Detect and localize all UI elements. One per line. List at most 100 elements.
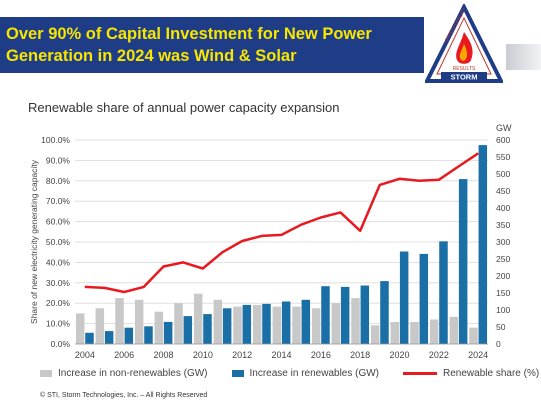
bar-renewables xyxy=(419,253,429,344)
y-tick-label: 0.0% xyxy=(51,339,71,349)
bar-non-renewables xyxy=(429,319,439,344)
bar-non-renewables xyxy=(115,298,124,344)
axes: 0.0% 10.0% 20.0% 30.0% 40.0% 50.0% 60.0% 70.0% 8… xyxy=(29,123,512,360)
bar-non-renewables xyxy=(134,299,144,344)
legend-swatch-renewable-share xyxy=(403,371,438,375)
x-tick-label: 2024 xyxy=(468,350,488,360)
x-tick-label: 2010 xyxy=(193,350,213,360)
x-tick-label: 2016 xyxy=(311,350,331,360)
x-tick-label: 2020 xyxy=(389,350,409,360)
legend-renewable-share: Renewable share (%) xyxy=(403,368,539,379)
x-tick-label: 2012 xyxy=(232,350,252,360)
bar-renewables xyxy=(321,286,330,344)
legend-label-renewables: Increase in renewables (GW) xyxy=(249,367,380,379)
bar-renewables xyxy=(104,331,114,344)
x-tick-label: 2006 xyxy=(114,350,134,360)
y2-tick-label: 400 xyxy=(496,203,510,213)
gridlines xyxy=(75,139,488,345)
y2-tick-label: 350 xyxy=(496,220,510,230)
legend-label-renewable-share: Renewable share (%) xyxy=(443,367,540,379)
logo-text-mid: RESULTS xyxy=(453,66,476,72)
bar-non-renewables xyxy=(272,306,282,344)
bar-non-renewables xyxy=(154,311,164,344)
y2-tick-label: 200 xyxy=(496,271,510,281)
bar-non-renewables xyxy=(292,306,301,344)
y-tick-label: 70.0% xyxy=(46,196,71,206)
bar-renewables xyxy=(144,326,153,344)
bar-renewables xyxy=(301,299,311,344)
bar-non-renewables xyxy=(449,316,459,344)
legend-label-non-renewables: Increase in non-renewables (GW) xyxy=(58,367,208,379)
y-tick-label: 90.0% xyxy=(46,155,71,165)
bar-renewables xyxy=(478,145,488,344)
bar-renewables xyxy=(124,327,134,344)
legend-swatch-non-renewables xyxy=(40,369,52,377)
y-tick-label: 100.0% xyxy=(41,135,70,145)
chart-legend: Increase in non-renewables (GW) Increase… xyxy=(40,366,541,380)
bar-non-renewables xyxy=(469,327,478,344)
storm-logo: SAFETY QUALITY RESULTS STORM xyxy=(425,4,503,83)
y-tick-label: 80.0% xyxy=(46,176,71,186)
bar-renewables xyxy=(262,303,271,344)
bar-renewables xyxy=(281,301,291,344)
logo-text-bottom: STORM xyxy=(451,73,478,82)
bar-non-renewables xyxy=(370,325,380,344)
y2-tick-label: 50 xyxy=(496,322,506,332)
x-tick-label: 2014 xyxy=(271,350,291,360)
bar-non-renewables xyxy=(213,299,223,344)
bar-renewables xyxy=(163,321,173,344)
bar-non-renewables xyxy=(331,303,341,344)
bar-renewables xyxy=(380,281,389,344)
y-tick-label: 50.0% xyxy=(46,237,71,247)
legend-renewables: Increase in renewables (GW) xyxy=(231,367,380,379)
bar-non-renewables xyxy=(75,313,85,344)
y-tick-label: 10.0% xyxy=(46,319,71,329)
y-tick-label: 30.0% xyxy=(46,278,71,288)
bar-renewables xyxy=(222,308,232,344)
bar-non-renewables xyxy=(311,308,321,344)
y-tick-label: 20.0% xyxy=(46,298,71,308)
title-banner: Over 90% of Capital Investment for New P… xyxy=(0,17,424,73)
bar-series xyxy=(75,145,488,344)
banner-line-1: Over 90% of Capital Investment for New P… xyxy=(6,25,372,43)
y2-tick-label: 450 xyxy=(496,186,510,196)
bar-renewables xyxy=(399,251,409,344)
bar-renewables xyxy=(183,316,193,344)
banner-line-2: Generation in 2024 was Wind & Solar xyxy=(6,47,297,65)
capacity-chart: 0.0% 10.0% 20.0% 30.0% 40.0% 50.0% 60.0% 70.0% 8… xyxy=(29,123,512,360)
bar-renewables xyxy=(340,286,350,344)
bar-renewables xyxy=(439,241,448,344)
bar-non-renewables xyxy=(174,303,183,344)
bar-renewables xyxy=(360,285,370,344)
bar-renewables xyxy=(242,304,252,344)
decorative-bar xyxy=(506,44,541,70)
y-axis-label: Share of new electricity generating capa… xyxy=(29,159,39,324)
bar-renewables xyxy=(458,179,468,344)
bar-non-renewables xyxy=(95,308,105,344)
y2-tick-label: 300 xyxy=(496,237,510,247)
x-tick-label: 2018 xyxy=(350,350,370,360)
y-tick-label: 60.0% xyxy=(46,217,71,227)
x-tick-label: 2022 xyxy=(429,350,449,360)
y2-tick-label: 150 xyxy=(496,288,510,298)
y2-tick-label: 500 xyxy=(496,169,510,179)
bar-non-renewables xyxy=(252,304,262,344)
bar-non-renewables xyxy=(390,321,400,344)
y2-tick-label: 100 xyxy=(496,305,510,315)
legend-swatch-renewables xyxy=(231,369,244,377)
x-tick-label: 2008 xyxy=(153,350,173,360)
chart-title: Renewable share of annual power capacity… xyxy=(28,100,340,115)
bar-non-renewables xyxy=(193,293,203,344)
y2-axis-label: GW xyxy=(496,123,512,133)
y2-tick-label: 250 xyxy=(496,254,510,264)
y2-tick-label: 550 xyxy=(496,152,510,162)
renewable-share-line xyxy=(84,152,479,294)
y2-tick-label: 0 xyxy=(496,339,501,349)
y-tick-label: 40.0% xyxy=(46,257,71,267)
bar-renewables xyxy=(85,332,94,344)
bar-renewables xyxy=(203,314,212,344)
bar-non-renewables xyxy=(233,306,242,344)
legend-non-renewables: Increase in non-renewables (GW) xyxy=(40,368,208,379)
bar-non-renewables xyxy=(410,321,419,344)
line-series xyxy=(84,152,479,294)
